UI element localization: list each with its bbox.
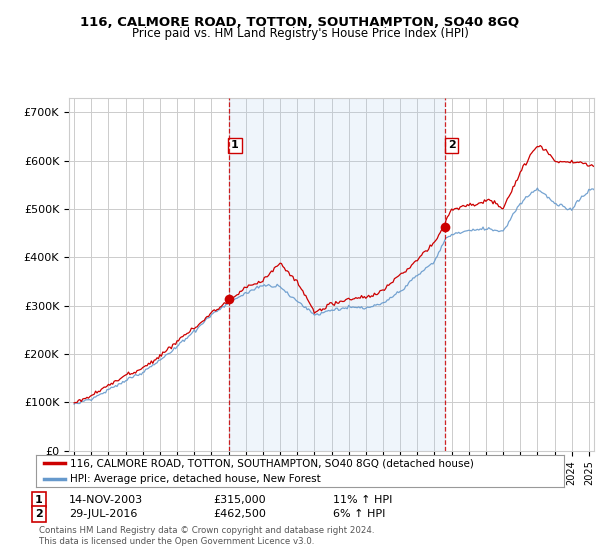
- Text: 1: 1: [231, 141, 239, 150]
- Text: 2: 2: [35, 509, 43, 519]
- Text: 14-NOV-2003: 14-NOV-2003: [69, 494, 143, 505]
- Text: HPI: Average price, detached house, New Forest: HPI: Average price, detached house, New …: [70, 474, 321, 484]
- Text: 6% ↑ HPI: 6% ↑ HPI: [333, 509, 385, 519]
- Text: 29-JUL-2016: 29-JUL-2016: [69, 509, 137, 519]
- Text: 2: 2: [448, 141, 455, 150]
- Bar: [229, 98, 445, 451]
- Text: 1: 1: [35, 494, 43, 505]
- Text: £315,000: £315,000: [213, 494, 266, 505]
- Text: Price paid vs. HM Land Registry's House Price Index (HPI): Price paid vs. HM Land Registry's House …: [131, 27, 469, 40]
- Text: 11% ↑ HPI: 11% ↑ HPI: [333, 494, 392, 505]
- Text: Contains HM Land Registry data © Crown copyright and database right 2024.
This d: Contains HM Land Registry data © Crown c…: [39, 526, 374, 546]
- Text: £462,500: £462,500: [213, 509, 266, 519]
- Text: 116, CALMORE ROAD, TOTTON, SOUTHAMPTON, SO40 8GQ: 116, CALMORE ROAD, TOTTON, SOUTHAMPTON, …: [80, 16, 520, 29]
- Text: 116, CALMORE ROAD, TOTTON, SOUTHAMPTON, SO40 8GQ (detached house): 116, CALMORE ROAD, TOTTON, SOUTHAMPTON, …: [70, 459, 474, 469]
